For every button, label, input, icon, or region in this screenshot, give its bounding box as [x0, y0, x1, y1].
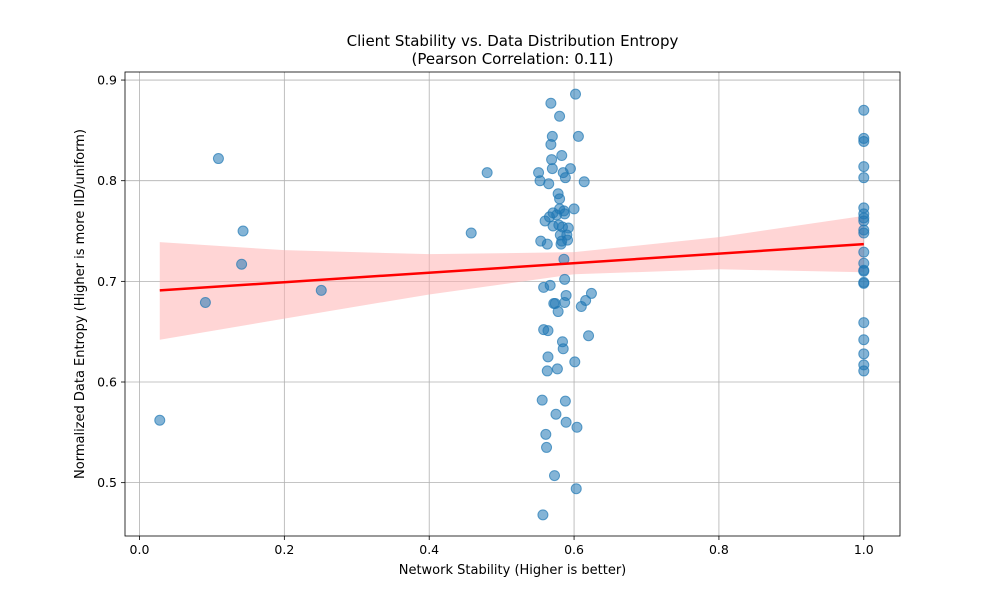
- data-point: [554, 110, 566, 122]
- x-tick-label: 0.0: [130, 542, 150, 557]
- data-point: [543, 178, 555, 190]
- data-point: [858, 161, 870, 173]
- data-point: [562, 234, 574, 246]
- data-point: [556, 150, 568, 162]
- data-points: [154, 88, 870, 521]
- data-point: [858, 172, 870, 184]
- data-point: [858, 227, 870, 239]
- data-point: [465, 227, 477, 239]
- data-point: [858, 215, 870, 227]
- chart-subtitle: (Pearson Correlation: 0.11): [411, 50, 613, 68]
- data-point: [858, 104, 870, 116]
- data-point: [545, 97, 557, 109]
- x-tick-label: 1.0: [854, 542, 874, 557]
- data-point: [568, 203, 580, 215]
- data-point: [236, 258, 248, 270]
- data-point: [570, 88, 582, 100]
- data-point: [559, 395, 571, 407]
- data-point: [562, 222, 574, 234]
- data-point: [544, 279, 556, 291]
- data-point: [540, 428, 552, 440]
- data-point: [546, 130, 558, 142]
- confidence-band: [159, 215, 864, 340]
- chart-title: Client Stability vs. Data Distribution E…: [347, 32, 679, 50]
- x-tick-label: 0.8: [709, 542, 729, 557]
- data-point: [580, 294, 592, 306]
- data-point: [559, 273, 571, 285]
- data-point: [541, 441, 553, 453]
- data-point: [537, 509, 549, 521]
- y-axis-ticks: 0.5 0.6 0.7 0.8 0.9: [97, 73, 125, 490]
- y-tick-label: 0.6: [97, 375, 117, 390]
- regression-line: [159, 242, 864, 292]
- data-point: [560, 289, 572, 301]
- x-tick-label: 0.2: [274, 542, 294, 557]
- data-point: [858, 277, 870, 289]
- data-point: [154, 414, 166, 426]
- data-point: [546, 163, 558, 175]
- data-point: [542, 325, 554, 337]
- data-point: [199, 296, 211, 308]
- y-tick-label: 0.7: [97, 274, 117, 289]
- y-tick-label: 0.9: [97, 73, 117, 88]
- plot-frame: [124, 71, 901, 537]
- y-tick-label: 0.8: [97, 173, 117, 188]
- data-point: [858, 246, 870, 258]
- data-point: [572, 130, 584, 142]
- x-tick-label: 0.6: [564, 542, 584, 557]
- data-point: [858, 135, 870, 147]
- data-point: [570, 483, 582, 495]
- data-point: [858, 317, 870, 329]
- data-point: [542, 351, 554, 363]
- data-point: [536, 394, 548, 406]
- data-point: [557, 343, 569, 355]
- data-point: [585, 287, 597, 299]
- data-point: [212, 153, 224, 165]
- data-point: [559, 172, 571, 184]
- x-tick-label: 0.4: [419, 542, 439, 557]
- confidence-band-layer: [159, 215, 864, 340]
- data-point: [560, 416, 572, 428]
- data-point: [481, 167, 493, 179]
- x-axis-ticks: 0.0 0.2 0.4 0.6 0.8 1.0: [130, 536, 874, 557]
- data-point: [552, 306, 564, 318]
- data-point: [583, 330, 595, 342]
- data-point: [541, 365, 553, 377]
- data-point: [564, 163, 576, 175]
- data-point: [858, 334, 870, 346]
- data-point: [858, 265, 870, 277]
- data-point: [554, 193, 566, 205]
- data-point: [550, 408, 562, 420]
- data-point: [578, 176, 590, 188]
- data-point: [549, 470, 561, 482]
- data-point: [858, 365, 870, 377]
- data-point: [571, 421, 583, 433]
- y-tick-label: 0.5: [97, 475, 117, 490]
- data-point: [569, 356, 581, 368]
- y-axis-label: Normalized Data Entropy (Higher is more …: [73, 129, 88, 479]
- regression-line-layer: [159, 242, 864, 292]
- data-point: [541, 238, 553, 250]
- x-axis-label: Network Stability (Higher is better): [399, 563, 627, 578]
- data-point: [315, 284, 327, 296]
- data-point: [551, 363, 563, 375]
- data-point: [858, 348, 870, 360]
- data-point: [237, 225, 249, 237]
- data-point: [559, 208, 571, 220]
- data-point: [546, 154, 558, 166]
